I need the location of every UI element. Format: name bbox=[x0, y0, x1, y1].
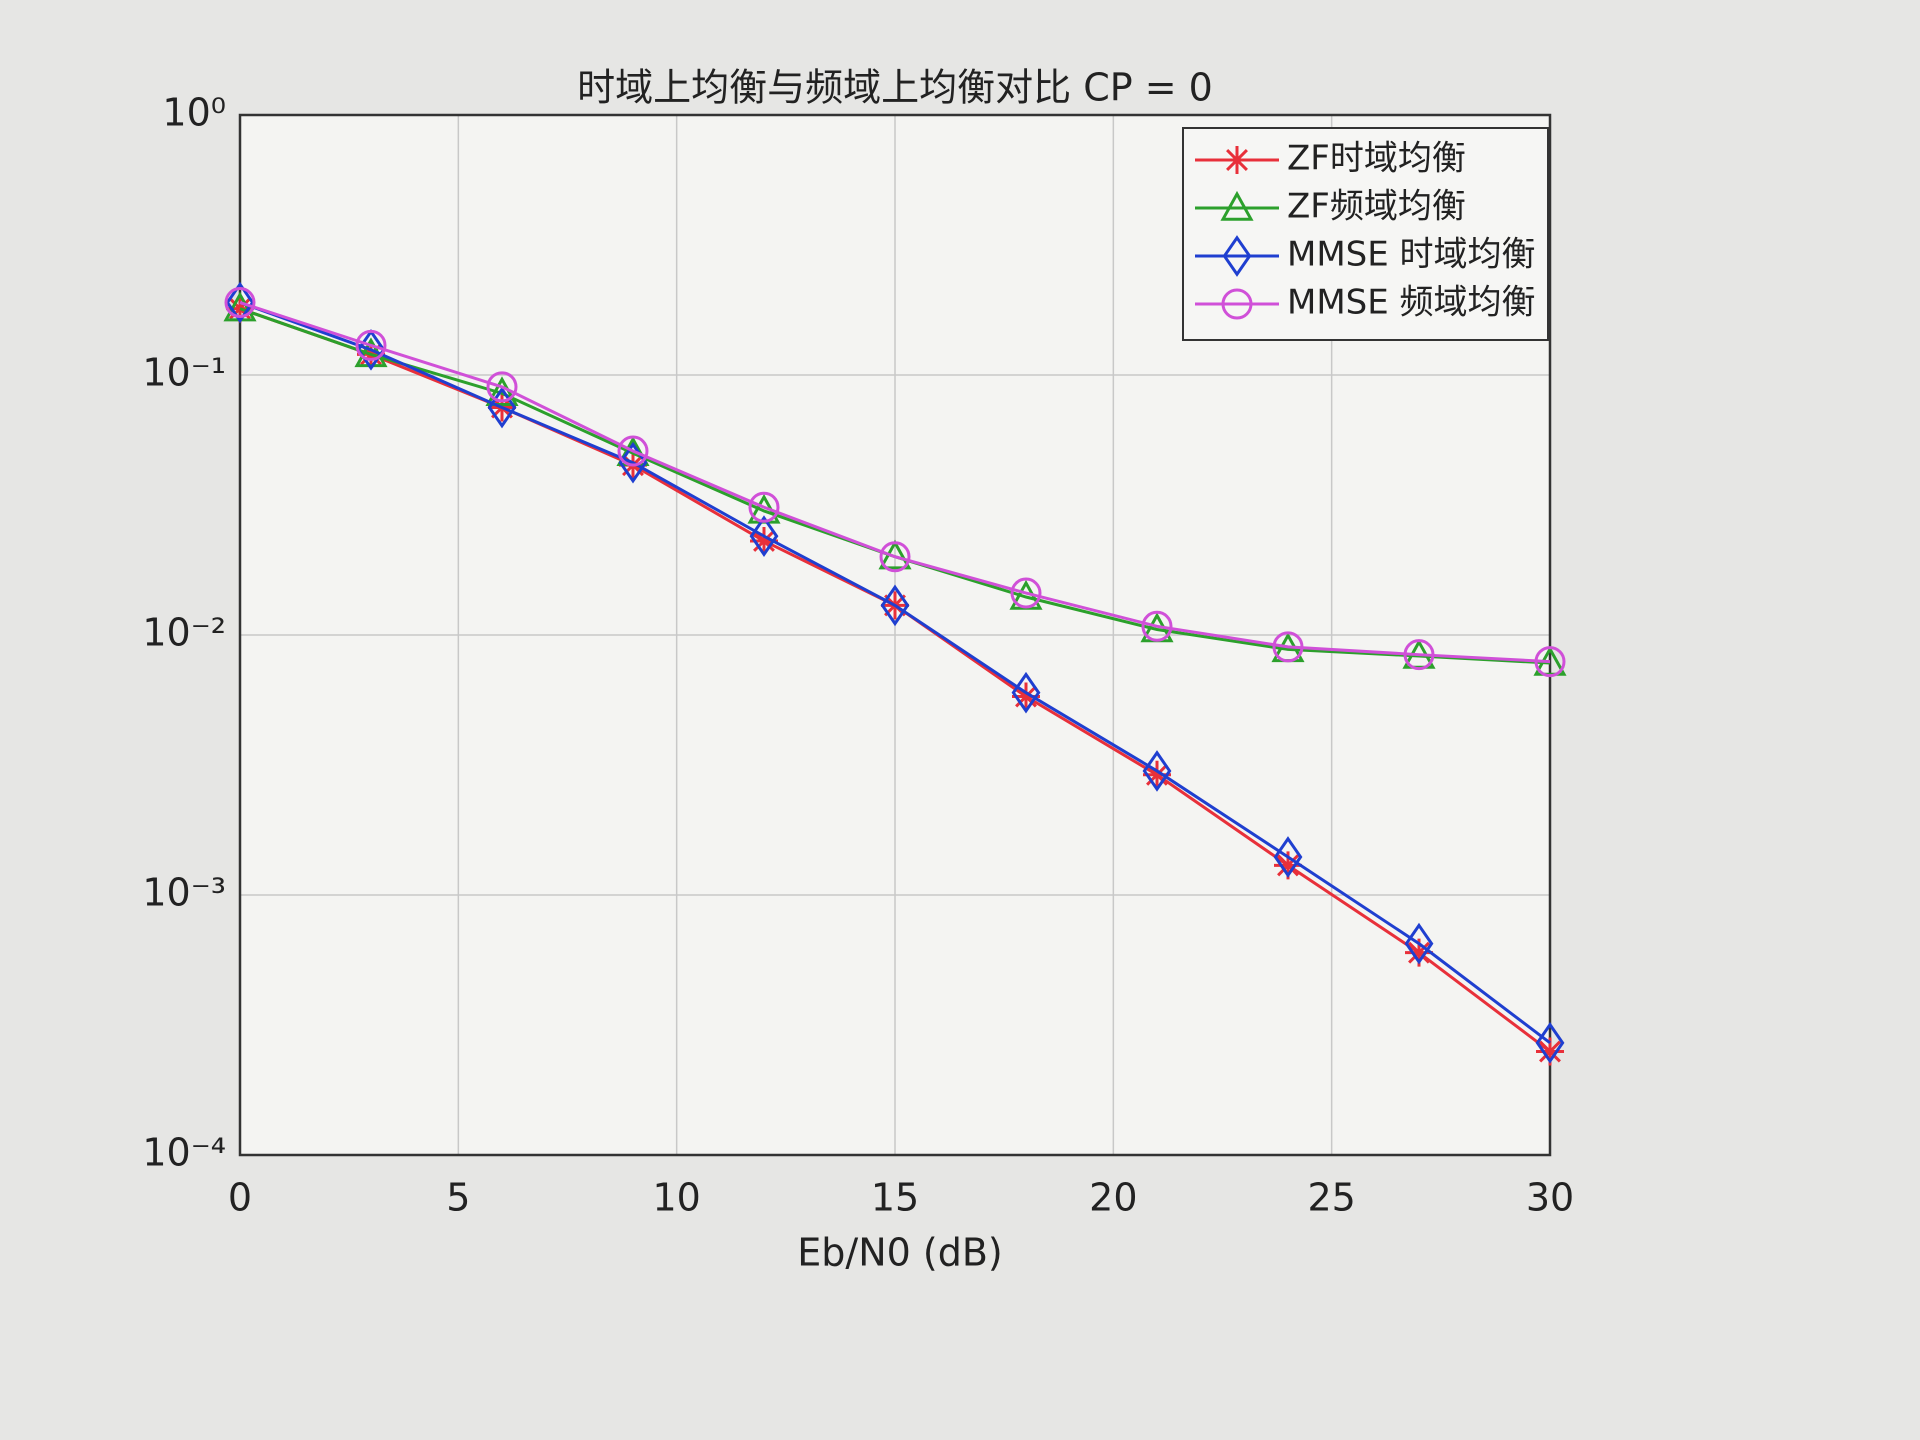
legend-label: ZF时域均衡 bbox=[1287, 139, 1466, 179]
y-tick-label: 10⁻⁴ bbox=[142, 1131, 226, 1175]
legend-label: MMSE 时域均衡 bbox=[1287, 235, 1536, 275]
series-line bbox=[239, 301, 1551, 1045]
x-axis-label: Eb/N0 (dB) bbox=[797, 1231, 1002, 1275]
legend-label: ZF频域均衡 bbox=[1287, 187, 1466, 227]
marker bbox=[1010, 577, 1042, 609]
x-tick-label: 0 bbox=[228, 1176, 252, 1220]
x-tick-label: 5 bbox=[446, 1176, 470, 1220]
marker bbox=[748, 491, 780, 523]
axes-box bbox=[238, 113, 1552, 1157]
x-tick-label: 20 bbox=[1089, 1176, 1137, 1220]
marker bbox=[1405, 938, 1433, 967]
marker bbox=[1274, 851, 1302, 880]
marker bbox=[1535, 1022, 1565, 1064]
marker bbox=[1536, 1037, 1564, 1066]
marker bbox=[1011, 671, 1041, 714]
series-line bbox=[239, 301, 1551, 664]
marker bbox=[355, 329, 387, 361]
marker bbox=[225, 281, 255, 324]
y-tick-label: 10⁻¹ bbox=[142, 351, 226, 395]
x-tick-label: 30 bbox=[1526, 1176, 1574, 1220]
marker bbox=[1220, 190, 1254, 221]
marker bbox=[1273, 836, 1303, 878]
marker bbox=[226, 294, 254, 323]
marker bbox=[486, 371, 518, 403]
legend-label: MMSE 频域均衡 bbox=[1287, 283, 1536, 323]
marker bbox=[487, 386, 517, 429]
marker bbox=[1222, 235, 1252, 277]
marker bbox=[880, 584, 910, 627]
y-tick-label: 10⁻² bbox=[142, 611, 226, 655]
marker bbox=[1403, 639, 1435, 671]
marker bbox=[879, 541, 911, 573]
marker bbox=[1012, 682, 1040, 711]
marker bbox=[1404, 922, 1434, 965]
marker bbox=[749, 515, 779, 557]
marker bbox=[1143, 760, 1171, 789]
marker bbox=[617, 435, 649, 467]
x-tick-label: 25 bbox=[1307, 1176, 1355, 1220]
marker bbox=[1223, 146, 1251, 174]
chart-title: 时域上均衡与频域上均衡对比 CP = 0 bbox=[577, 66, 1213, 110]
marker bbox=[1534, 646, 1566, 678]
y-tick-label: 10⁰ bbox=[162, 91, 226, 135]
marker bbox=[618, 441, 648, 484]
y-tick-label: 10⁻³ bbox=[142, 871, 226, 915]
marker bbox=[750, 526, 778, 555]
x-tick-label: 15 bbox=[871, 1176, 919, 1220]
marker bbox=[224, 287, 256, 319]
x-tick-label: 10 bbox=[652, 1176, 700, 1220]
marker bbox=[1272, 631, 1304, 663]
marker bbox=[1142, 750, 1172, 792]
marker bbox=[1141, 610, 1173, 642]
marker bbox=[1221, 288, 1253, 320]
